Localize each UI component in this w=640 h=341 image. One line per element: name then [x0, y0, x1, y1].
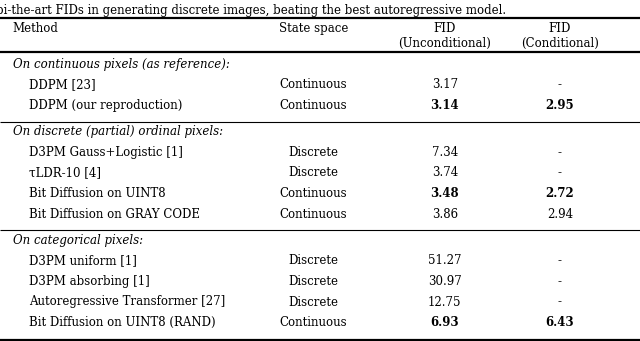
Text: Continuous: Continuous: [280, 208, 348, 221]
Text: -: -: [558, 166, 562, 179]
Text: 2.94: 2.94: [547, 208, 573, 221]
Text: Continuous: Continuous: [280, 316, 348, 329]
Text: FID
(Conditional): FID (Conditional): [521, 22, 599, 50]
Text: Method: Method: [13, 22, 59, 35]
Text: DDPM [23]: DDPM [23]: [29, 78, 95, 91]
Text: Discrete: Discrete: [289, 296, 339, 309]
Text: -: -: [558, 146, 562, 159]
Text: D3PM Gauss+Logistic [1]: D3PM Gauss+Logistic [1]: [29, 146, 182, 159]
Text: Discrete: Discrete: [289, 166, 339, 179]
Text: 12.75: 12.75: [428, 296, 461, 309]
Text: 30.97: 30.97: [428, 275, 461, 288]
Text: Discrete: Discrete: [289, 254, 339, 267]
Text: DDPM (our reproduction): DDPM (our reproduction): [29, 99, 182, 112]
Text: Continuous: Continuous: [280, 99, 348, 112]
Text: FID
(Unconditional): FID (Unconditional): [398, 22, 492, 50]
Text: -: -: [558, 275, 562, 288]
Text: Discrete: Discrete: [289, 146, 339, 159]
Text: D3PM uniform [1]: D3PM uniform [1]: [29, 254, 137, 267]
Text: 6.43: 6.43: [546, 316, 574, 329]
Text: 3.14: 3.14: [431, 99, 459, 112]
Text: Bit Diffusion on UINT8: Bit Diffusion on UINT8: [29, 187, 165, 200]
Text: D3PM absorbing [1]: D3PM absorbing [1]: [29, 275, 150, 288]
Text: 2.95: 2.95: [546, 99, 574, 112]
Text: Discrete: Discrete: [289, 275, 339, 288]
Text: -: -: [558, 254, 562, 267]
Text: On continuous pixels (as reference):: On continuous pixels (as reference):: [13, 58, 230, 71]
Text: Bit Diffusion on GRAY CODE: Bit Diffusion on GRAY CODE: [29, 208, 200, 221]
Text: τLDR-10 [4]: τLDR-10 [4]: [29, 166, 101, 179]
Text: 6.93: 6.93: [431, 316, 459, 329]
Text: -: -: [558, 78, 562, 91]
Text: bi-the-art FIDs in generating discrete images, beating the best autoregressive m: bi-the-art FIDs in generating discrete i…: [0, 4, 506, 17]
Text: On categorical pixels:: On categorical pixels:: [13, 234, 143, 247]
Text: On discrete (partial) ordinal pixels:: On discrete (partial) ordinal pixels:: [13, 125, 223, 138]
Text: Bit Diffusion on UINT8 (RAND): Bit Diffusion on UINT8 (RAND): [29, 316, 216, 329]
Text: Continuous: Continuous: [280, 78, 348, 91]
Text: Continuous: Continuous: [280, 187, 348, 200]
Text: Autoregressive Transformer [27]: Autoregressive Transformer [27]: [29, 296, 225, 309]
Text: 7.34: 7.34: [431, 146, 458, 159]
Text: 51.27: 51.27: [428, 254, 461, 267]
Text: 3.86: 3.86: [432, 208, 458, 221]
Text: 3.48: 3.48: [431, 187, 459, 200]
Text: 3.17: 3.17: [432, 78, 458, 91]
Text: 2.72: 2.72: [546, 187, 574, 200]
Text: 3.74: 3.74: [431, 166, 458, 179]
Text: State space: State space: [279, 22, 348, 35]
Text: -: -: [558, 296, 562, 309]
